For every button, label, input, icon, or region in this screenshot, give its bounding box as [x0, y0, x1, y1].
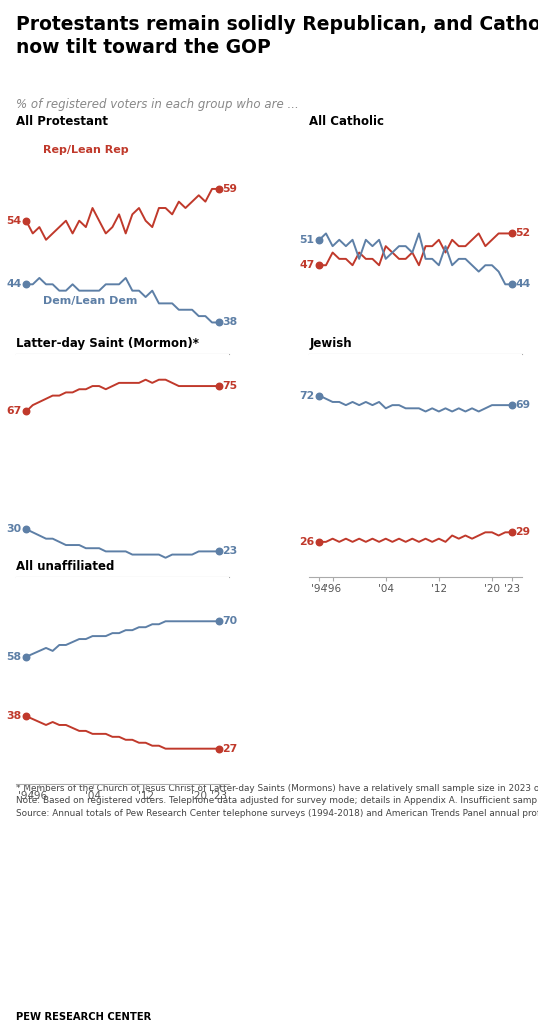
Point — [214, 314, 223, 330]
Text: 47: 47 — [300, 260, 315, 270]
Point — [315, 257, 324, 273]
Text: Rep/Lean Rep: Rep/Lean Rep — [43, 145, 129, 155]
Text: 26: 26 — [300, 537, 315, 547]
Text: 54: 54 — [6, 216, 22, 226]
Text: 59: 59 — [222, 184, 237, 194]
Point — [507, 276, 516, 293]
Text: All Protestant: All Protestant — [16, 115, 108, 128]
Text: Latter-day Saint (Mormon)*: Latter-day Saint (Mormon)* — [16, 338, 199, 350]
Text: 52: 52 — [515, 228, 530, 238]
Text: 70: 70 — [222, 616, 237, 626]
Point — [214, 613, 223, 629]
Point — [507, 225, 516, 241]
Point — [214, 181, 223, 197]
Text: 69: 69 — [515, 400, 530, 410]
Text: 44: 44 — [6, 279, 22, 290]
Point — [315, 231, 324, 248]
Point — [22, 276, 31, 293]
Text: 38: 38 — [6, 711, 22, 721]
Point — [315, 388, 324, 404]
Text: 38: 38 — [222, 317, 237, 327]
Text: 58: 58 — [6, 652, 22, 662]
Text: 29: 29 — [515, 527, 530, 537]
Text: All unaffiliated: All unaffiliated — [16, 560, 115, 573]
Text: % of registered voters in each group who are ...: % of registered voters in each group who… — [16, 98, 299, 110]
Text: Dem/Lean Dem: Dem/Lean Dem — [43, 297, 137, 307]
Text: 23: 23 — [222, 546, 237, 557]
Point — [22, 403, 31, 419]
Text: Protestants remain solidly Republican, and Catholics
now tilt toward the GOP: Protestants remain solidly Republican, a… — [16, 15, 538, 57]
Point — [214, 543, 223, 560]
Text: Jewish: Jewish — [309, 338, 352, 350]
Point — [22, 521, 31, 537]
Point — [214, 741, 223, 757]
Text: 27: 27 — [222, 744, 237, 754]
Text: All Catholic: All Catholic — [309, 115, 384, 128]
Text: 44: 44 — [515, 279, 530, 290]
Point — [22, 649, 31, 665]
Text: 75: 75 — [222, 381, 237, 391]
Point — [214, 377, 223, 394]
Text: 72: 72 — [300, 391, 315, 401]
Point — [22, 708, 31, 724]
Text: 30: 30 — [6, 524, 22, 534]
Point — [22, 213, 31, 229]
Text: PEW RESEARCH CENTER: PEW RESEARCH CENTER — [16, 1012, 151, 1022]
Point — [507, 397, 516, 413]
Point — [315, 534, 324, 550]
Text: 51: 51 — [300, 235, 315, 244]
Text: 67: 67 — [6, 406, 22, 416]
Text: * Members of the Church of Jesus Christ of Latter-day Saints (Mormons) have a re: * Members of the Church of Jesus Christ … — [16, 785, 538, 817]
Point — [507, 524, 516, 540]
